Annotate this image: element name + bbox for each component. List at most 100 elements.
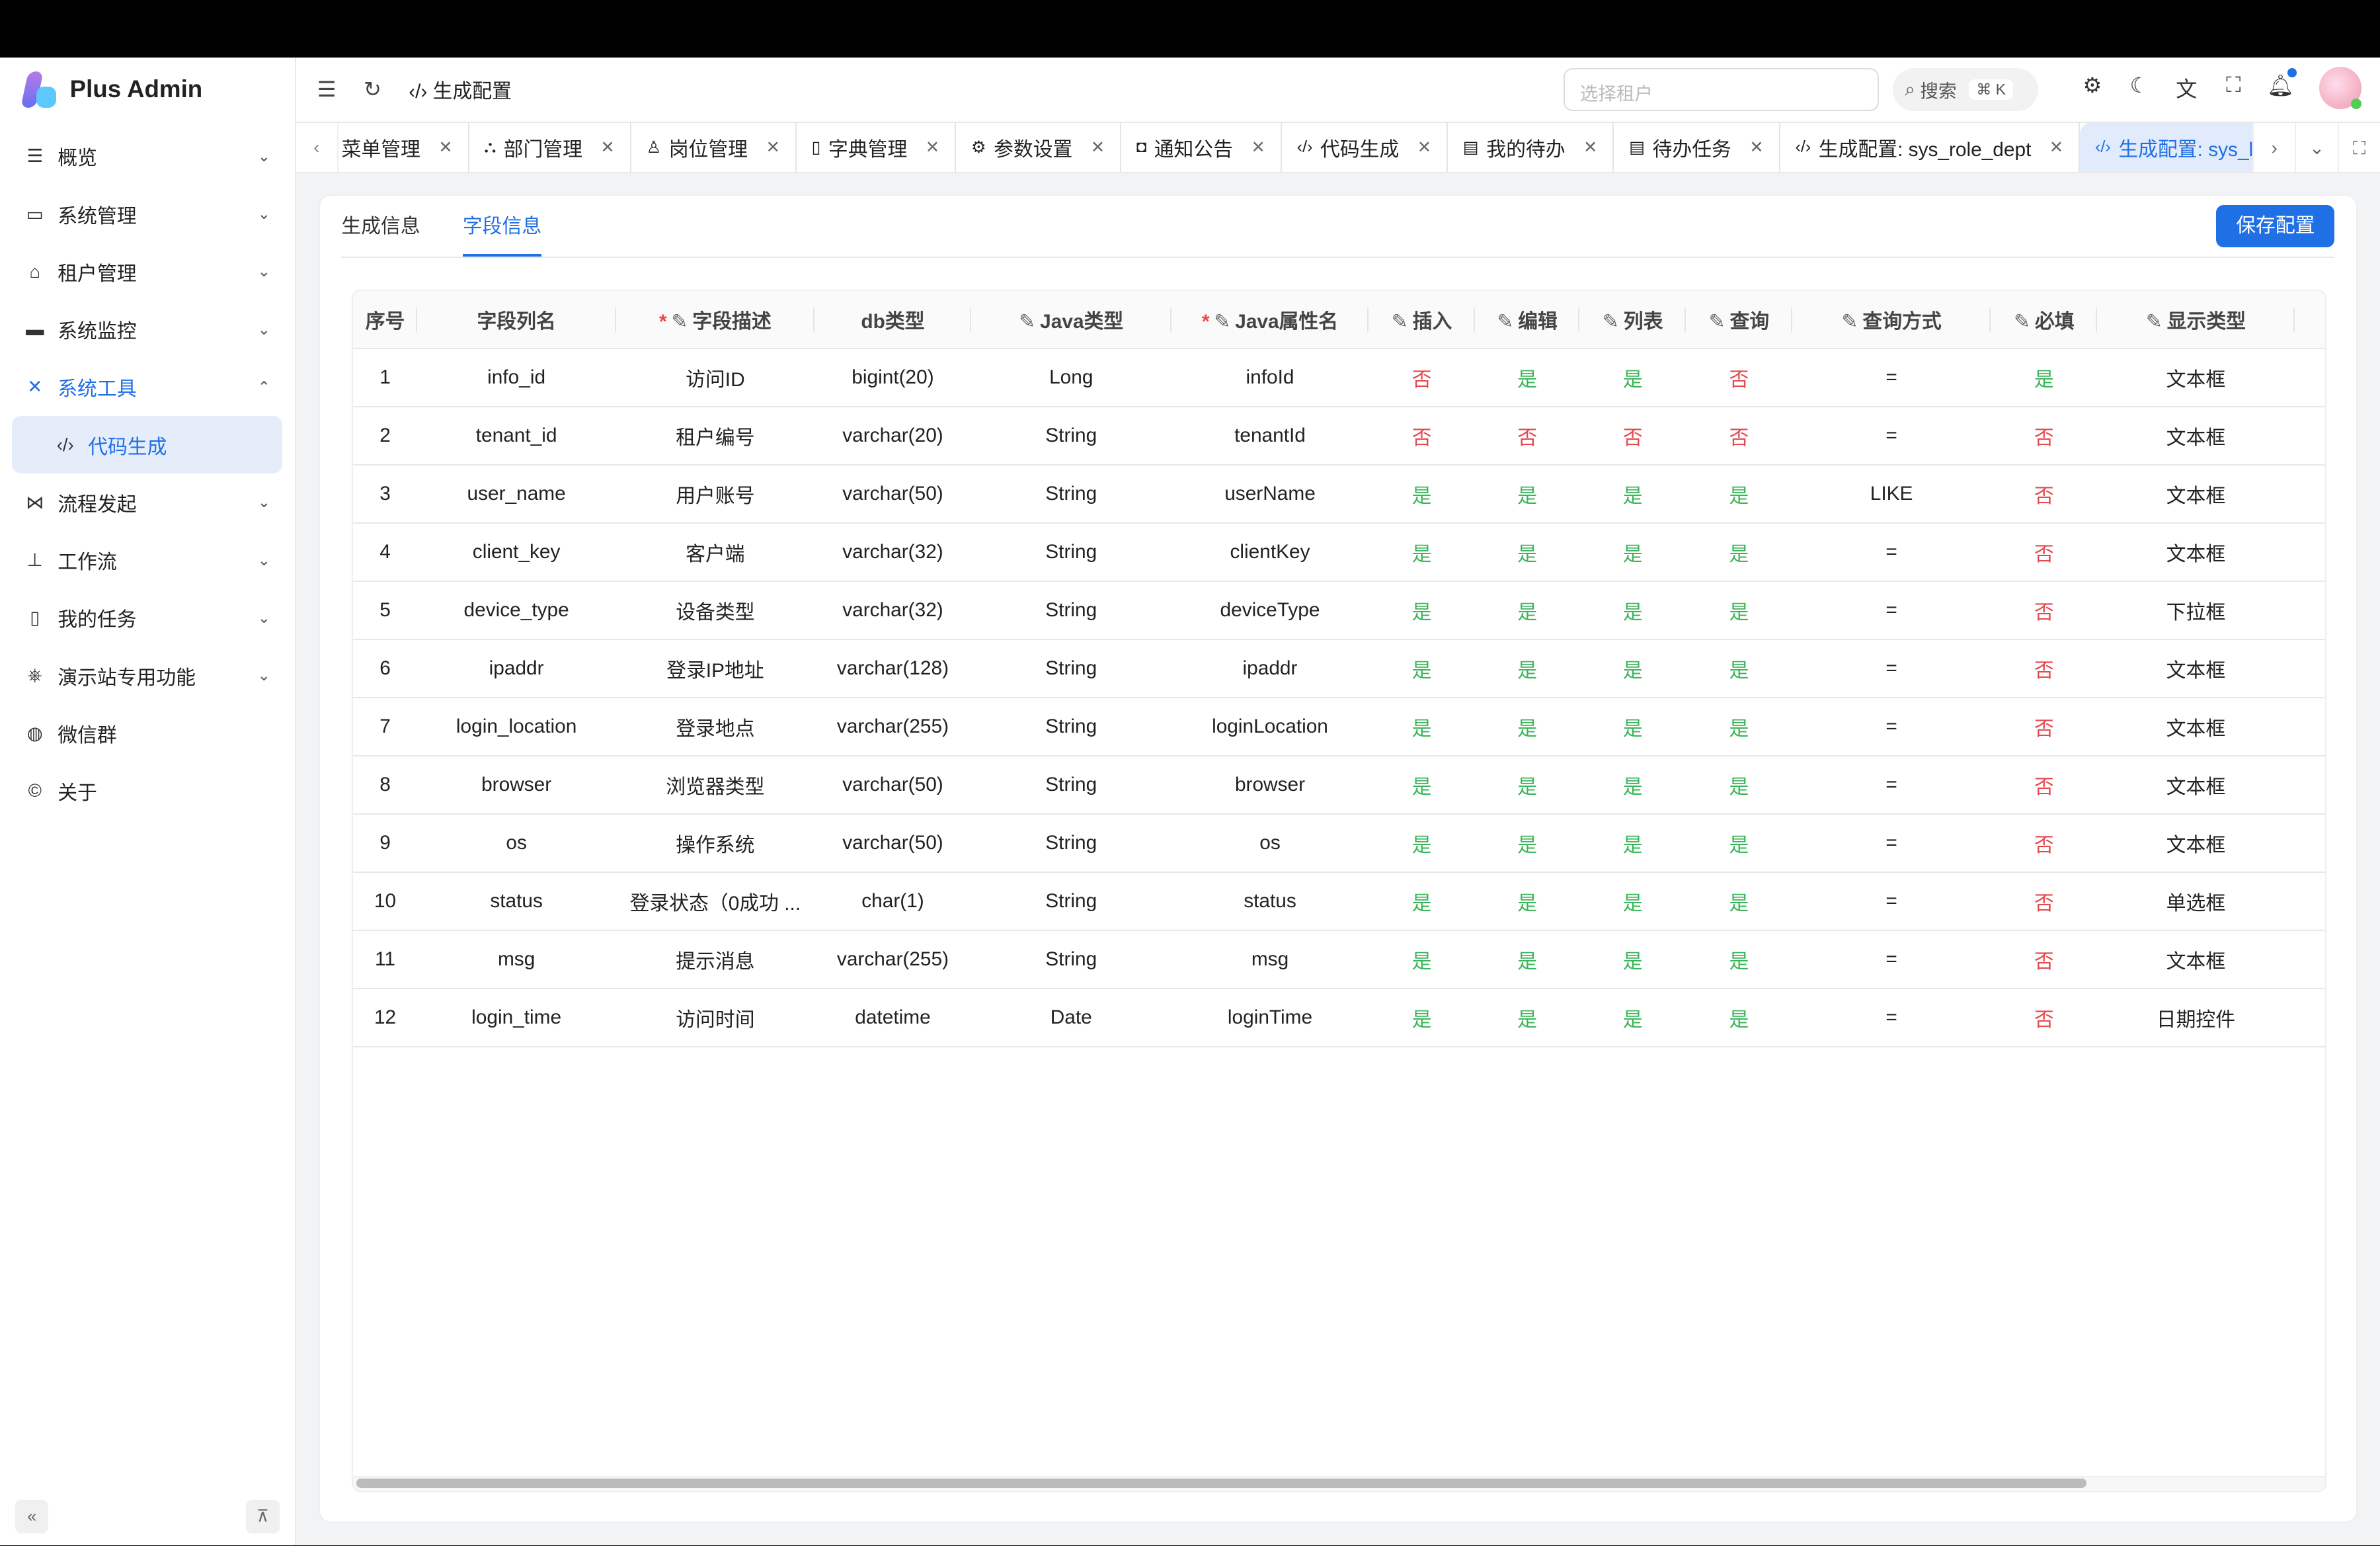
table-cell[interactable]: 文本框	[2097, 407, 2295, 466]
table-cell[interactable]: 是	[1474, 988, 1580, 1047]
tab-10[interactable]: ‹/› 生成配置: sys_logininfor	[2080, 122, 2262, 172]
table-cell[interactable]: deviceType	[1171, 581, 1369, 641]
table-cell[interactable]: 是	[1368, 581, 1475, 641]
tab-7[interactable]: ▤ 我的待办 ✕	[1448, 122, 1614, 172]
sidebar-item-3[interactable]: ▬ 系统监控 ⌄	[12, 301, 282, 358]
refresh-icon[interactable]: ↻	[363, 77, 381, 102]
table-cell[interactable]: 是	[1474, 523, 1580, 583]
sidebar-item-2[interactable]: ⌂ 租户管理 ⌄	[12, 243, 282, 300]
table-cell[interactable]: 是	[1368, 697, 1475, 756]
table-cell[interactable]: String	[971, 523, 1171, 583]
tab-1[interactable]: ⛬ 部门管理 ✕	[469, 122, 631, 172]
table-cell[interactable]: 是	[1686, 930, 1792, 989]
table-cell[interactable]: 是	[1474, 348, 1580, 408]
table-cell[interactable]: varchar(32)	[814, 581, 971, 641]
table-cell[interactable]: 是	[1474, 813, 1580, 873]
avatar[interactable]	[2319, 67, 2362, 110]
table-cell[interactable]: String	[971, 755, 1171, 815]
table-cell[interactable]: bigint(20)	[814, 348, 971, 408]
table-cell[interactable]: =	[1792, 523, 1991, 583]
table-cell[interactable]: 是	[1579, 348, 1686, 408]
table-cell[interactable]: os	[1171, 813, 1369, 873]
table-cell[interactable]: varchar(255)	[814, 697, 971, 756]
table-cell[interactable]: 否	[1579, 407, 1686, 466]
table-cell[interactable]: 设备类型	[615, 581, 815, 641]
table-cell[interactable]: status	[1171, 872, 1369, 931]
tabs-scroll-right-icon[interactable]: ›	[2252, 122, 2295, 172]
table-cell[interactable]: 否	[1991, 465, 2098, 524]
table-cell[interactable]: 否	[1474, 407, 1580, 466]
table-cell[interactable]: varchar(20)	[814, 407, 971, 466]
close-icon[interactable]: ✕	[2049, 138, 2064, 157]
table-cell[interactable]: 否	[1991, 407, 2098, 466]
table-cell[interactable]: 文本框	[2097, 639, 2295, 698]
sidebar-item-10[interactable]: ◍ 微信群	[12, 704, 282, 762]
tabs-maximize-icon[interactable]: ⛶	[2337, 122, 2380, 172]
table-cell[interactable]: 否	[1686, 348, 1792, 408]
table-cell[interactable]: 是	[1579, 755, 1686, 815]
tab-2[interactable]: ♙ 岗位管理 ✕	[631, 122, 797, 172]
table-cell[interactable]: =	[1792, 813, 1991, 873]
table-cell[interactable]: 是	[1579, 639, 1686, 698]
page-tab-0[interactable]: 生成信息	[341, 215, 420, 237]
table-cell[interactable]: 否	[1991, 523, 2098, 583]
table-cell[interactable]: 提示消息	[615, 930, 815, 989]
table-cell[interactable]: varchar(32)	[814, 523, 971, 583]
settings-icon[interactable]: ⚙	[2082, 73, 2102, 98]
close-icon[interactable]: ✕	[1417, 138, 1432, 157]
table-cell[interactable]: 否	[1991, 755, 2098, 815]
table-cell[interactable]: 登录地点	[615, 697, 815, 756]
sidebar-item-1[interactable]: ▭ 系统管理 ⌄	[12, 185, 282, 243]
table-cell[interactable]: 否	[1991, 639, 2098, 698]
table-cell[interactable]: 是	[1686, 697, 1792, 756]
table-cell[interactable]: 否	[1368, 348, 1475, 408]
close-icon[interactable]: ✕	[766, 138, 780, 157]
table-cell[interactable]: 是	[1686, 988, 1792, 1047]
table-cell[interactable]: =	[1792, 348, 1991, 408]
table-cell[interactable]: String	[971, 697, 1171, 756]
table-cell[interactable]: 是	[1991, 348, 2098, 408]
translate-icon[interactable]: 文	[2176, 77, 2198, 102]
table-cell[interactable]: 是	[1368, 813, 1475, 873]
pin-sidebar-button[interactable]: ⊼	[246, 1500, 280, 1533]
table-cell[interactable]: 是	[1579, 523, 1686, 583]
table-cell[interactable]: 客户端	[615, 523, 815, 583]
table-cell[interactable]: 登录IP地址	[615, 639, 815, 698]
table-cell[interactable]: 操作系统	[615, 813, 815, 873]
table-cell[interactable]: 是	[1686, 465, 1792, 524]
table-cell[interactable]: 是	[1368, 639, 1475, 698]
table-cell[interactable]: 是	[1579, 813, 1686, 873]
table-cell[interactable]: browser	[1171, 755, 1369, 815]
table-cell[interactable]: String	[971, 930, 1171, 989]
table-cell[interactable]: 文本框	[2097, 523, 2295, 583]
table-cell[interactable]: String	[971, 639, 1171, 698]
table-cell[interactable]: =	[1792, 755, 1991, 815]
sidebar-item-5[interactable]: ‹/› 代码生成	[12, 416, 283, 474]
table-cell[interactable]: varchar(50)	[814, 755, 971, 815]
table-cell[interactable]: 访问时间	[615, 988, 815, 1047]
table-cell[interactable]: 否	[1368, 407, 1475, 466]
tab-6[interactable]: ‹/› 代码生成 ✕	[1282, 122, 1448, 172]
table-cell[interactable]: 是	[1474, 755, 1580, 815]
logo[interactable]: Plus Admin	[0, 58, 295, 121]
close-icon[interactable]: ✕	[1090, 138, 1105, 157]
table-cell[interactable]: 访问ID	[615, 348, 815, 408]
table-cell[interactable]: 是	[1579, 930, 1686, 989]
search-button[interactable]: ⌕ 搜索 ⌘ K	[1892, 68, 2039, 111]
table-cell[interactable]: 浏览器类型	[615, 755, 815, 815]
table-cell[interactable]: 日期控件	[2097, 988, 2295, 1047]
table-cell[interactable]: 是	[1474, 581, 1580, 641]
table-cell[interactable]: 是	[1368, 755, 1475, 815]
tab-0[interactable]: 菜单管理 ✕	[327, 122, 469, 172]
table-cell[interactable]: 否	[1991, 988, 2098, 1047]
sidebar-item-0[interactable]: ☰ 概览 ⌄	[12, 128, 282, 185]
table-cell[interactable]: 是	[1686, 523, 1792, 583]
scrollbar-thumb[interactable]	[356, 1479, 2087, 1488]
tab-3[interactable]: ▯ 字典管理 ✕	[797, 122, 956, 172]
table-cell[interactable]: 用户账号	[615, 465, 815, 524]
table-cell[interactable]: 是	[1686, 813, 1792, 873]
table-cell[interactable]: String	[971, 813, 1171, 873]
table-cell[interactable]: 是	[1368, 465, 1475, 524]
sidebar-item-7[interactable]: ⊥ 工作流 ⌄	[12, 531, 282, 589]
table-cell[interactable]: 是	[1474, 639, 1580, 698]
